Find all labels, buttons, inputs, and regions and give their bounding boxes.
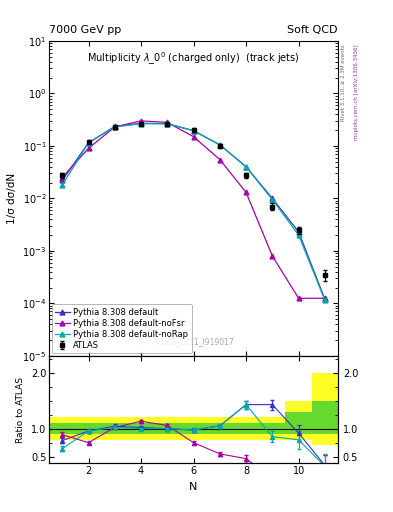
- Pythia 8.308 default: [270, 196, 275, 202]
- Pythia 8.308 default: [165, 121, 170, 127]
- Text: Soft QCD: Soft QCD: [288, 25, 338, 35]
- Y-axis label: 1/σ dσ/dN: 1/σ dσ/dN: [7, 173, 17, 224]
- Line: Pythia 8.308 default-noFsr: Pythia 8.308 default-noFsr: [60, 118, 327, 301]
- Pythia 8.308 default-noFsr: [270, 253, 275, 259]
- Pythia 8.308 default: [191, 127, 196, 134]
- Pythia 8.308 default-noRap: [112, 124, 117, 130]
- Pythia 8.308 default-noFsr: [323, 295, 327, 302]
- Pythia 8.308 default: [112, 123, 117, 130]
- Pythia 8.308 default-noRap: [139, 121, 143, 127]
- Pythia 8.308 default: [323, 296, 327, 302]
- Pythia 8.308 default: [244, 164, 248, 170]
- Text: mcplots.cern.ch [arXiv:1306.3436]: mcplots.cern.ch [arXiv:1306.3436]: [354, 44, 359, 140]
- Pythia 8.308 default-noRap: [270, 197, 275, 203]
- Pythia 8.308 default-noFsr: [86, 145, 91, 152]
- Pythia 8.308 default-noRap: [217, 142, 222, 148]
- Text: Multiplicity $\lambda\_0^0$ (charged only)  (track jets): Multiplicity $\lambda\_0^0$ (charged onl…: [87, 50, 300, 67]
- Pythia 8.308 default-noFsr: [139, 118, 143, 124]
- Pythia 8.308 default-noFsr: [191, 134, 196, 140]
- Pythia 8.308 default-noRap: [165, 121, 170, 127]
- Pythia 8.308 default-noRap: [323, 297, 327, 303]
- Pythia 8.308 default: [139, 120, 143, 126]
- Pythia 8.308 default-noFsr: [296, 295, 301, 302]
- Line: Pythia 8.308 default: Pythia 8.308 default: [60, 121, 327, 302]
- Pythia 8.308 default-noFsr: [217, 157, 222, 163]
- Line: Pythia 8.308 default-noRap: Pythia 8.308 default-noRap: [60, 121, 327, 303]
- Legend: Pythia 8.308 default, Pythia 8.308 default-noFsr, Pythia 8.308 default-noRap, AT: Pythia 8.308 default, Pythia 8.308 defau…: [51, 305, 192, 353]
- Pythia 8.308 default: [60, 177, 64, 183]
- Text: Rivet 3.1.10, ≥ 2.3M events: Rivet 3.1.10, ≥ 2.3M events: [341, 44, 346, 121]
- Pythia 8.308 default-noFsr: [244, 189, 248, 196]
- Text: ATLAS_2011_I919017: ATLAS_2011_I919017: [152, 337, 235, 347]
- Pythia 8.308 default-noRap: [296, 232, 301, 238]
- Pythia 8.308 default-noFsr: [112, 124, 117, 130]
- Pythia 8.308 default-noRap: [60, 182, 64, 188]
- Pythia 8.308 default-noFsr: [60, 175, 64, 181]
- Y-axis label: Ratio to ATLAS: Ratio to ATLAS: [17, 377, 26, 442]
- Pythia 8.308 default: [296, 229, 301, 235]
- Pythia 8.308 default-noRap: [191, 127, 196, 134]
- Pythia 8.308 default-noRap: [86, 140, 91, 146]
- Pythia 8.308 default-noRap: [244, 164, 248, 170]
- Text: 7000 GeV pp: 7000 GeV pp: [49, 25, 121, 35]
- Pythia 8.308 default: [217, 142, 222, 148]
- Pythia 8.308 default-noFsr: [165, 119, 170, 125]
- X-axis label: N: N: [189, 482, 198, 492]
- Pythia 8.308 default: [86, 140, 91, 146]
